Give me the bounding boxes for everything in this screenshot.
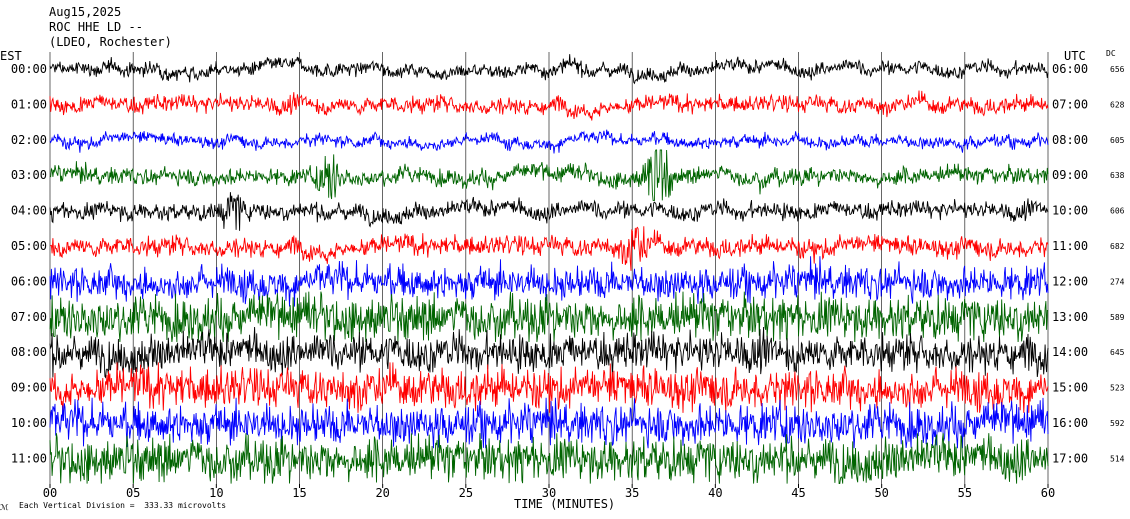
trace-0200 [49, 129, 1049, 154]
dc-value: 645 [1110, 348, 1125, 357]
x-tick-label-15: 15 [292, 486, 306, 500]
est-label: 02:00 [11, 133, 47, 147]
utc-label: 14:00 [1052, 345, 1088, 359]
x-tick-label-30: 30 [542, 486, 556, 500]
x-tick-label-35: 35 [625, 486, 639, 500]
x-tick-label-10: 10 [209, 486, 223, 500]
utc-label: 17:00 [1052, 451, 1088, 465]
trace-0400 [49, 192, 1049, 231]
utc-label: 13:00 [1052, 310, 1088, 324]
utc-label: 09:00 [1052, 168, 1088, 182]
trace-0800 [49, 326, 1049, 379]
est-label: 11:00 [11, 451, 47, 465]
utc-axis-title: UTC [1064, 49, 1086, 63]
trace-0900 [49, 362, 1049, 413]
trace-0100 [49, 90, 1049, 121]
dc-value: 656 [1110, 65, 1125, 74]
est-label: 03:00 [11, 168, 47, 182]
utc-label: 06:00 [1052, 62, 1088, 76]
utc-label: 08:00 [1052, 133, 1088, 147]
dc-column-title: DC [1106, 49, 1116, 58]
est-label: 08:00 [11, 345, 47, 359]
x-tick-label-05: 05 [126, 486, 140, 500]
x-tick-label-60: 60 [1041, 486, 1055, 500]
trace-1000 [49, 397, 1049, 449]
trace-0000 [49, 54, 1049, 85]
utc-label: 10:00 [1052, 204, 1088, 218]
est-label: 00:00 [11, 62, 47, 76]
x-tick-label-20: 20 [375, 486, 389, 500]
est-label: 01:00 [11, 97, 47, 111]
utc-label: 16:00 [1052, 416, 1088, 430]
dc-value: 682 [1110, 242, 1125, 251]
date-label: Aug15,2025 [49, 5, 122, 19]
x-tick-label-50: 50 [874, 486, 888, 500]
x-tick-label-45: 45 [791, 486, 805, 500]
est-label: 07:00 [11, 310, 47, 324]
est-label: 10:00 [11, 416, 47, 430]
trace-0600 [49, 256, 1049, 307]
dc-value: 606 [1110, 207, 1125, 216]
network-label: (LDEO, Rochester) [49, 35, 172, 49]
dc-value: 523 [1110, 384, 1125, 393]
trace-1100 [49, 433, 1049, 485]
dc-value: 592 [1110, 419, 1125, 428]
x-tick-label-25: 25 [459, 486, 473, 500]
trace-0700 [49, 291, 1049, 343]
est-label: 06:00 [11, 274, 47, 288]
utc-label: 15:00 [1052, 381, 1088, 395]
est-axis-title: EST [0, 49, 22, 63]
trace-0300 [49, 149, 1049, 201]
trace-0500 [49, 226, 1049, 271]
utc-label: 12:00 [1052, 274, 1088, 288]
est-label: 09:00 [11, 381, 47, 395]
dc-value: 274 [1110, 277, 1125, 286]
dc-value: 605 [1110, 136, 1125, 145]
dc-value: 514 [1110, 454, 1125, 463]
utc-label: 07:00 [1052, 97, 1088, 111]
x-tick-label-00: 00 [43, 486, 57, 500]
utc-label: 11:00 [1052, 239, 1088, 253]
scale-note: Each Vertical Division = 333.33 microvol… [19, 501, 227, 510]
x-axis-label: TIME (MINUTES) [514, 497, 616, 511]
station-label: ROC HHE LD -- [49, 20, 143, 34]
dc-value: 628 [1110, 100, 1125, 109]
x-tick-label-40: 40 [708, 486, 722, 500]
est-label: 05:00 [11, 239, 47, 253]
dc-value: 589 [1110, 313, 1125, 322]
est-label: 04:00 [11, 204, 47, 218]
scale-icon: ℳ [0, 503, 9, 512]
x-tick-label-55: 55 [958, 486, 972, 500]
dc-value: 638 [1110, 171, 1125, 180]
